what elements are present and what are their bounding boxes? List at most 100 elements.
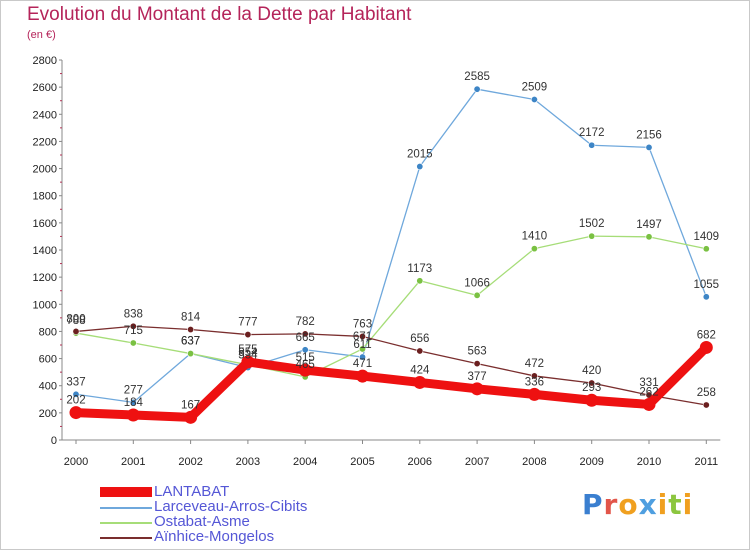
y-tick-label: 2400: [33, 109, 57, 121]
data-label-larceveau-arros-cibits: 534: [238, 350, 258, 362]
data-point-lantabat: [642, 397, 656, 411]
data-point-ainhice-mongelos: [588, 379, 596, 387]
x-tick-label: 2002: [178, 456, 202, 468]
data-label-ostabat-asme: 1410: [522, 231, 548, 243]
data-point-ainhice-mongelos: [530, 372, 538, 380]
data-label-larceveau-arros-cibits: 2509: [522, 81, 548, 93]
data-point-lantabat: [470, 382, 484, 396]
y-tick-label: 2600: [33, 82, 57, 94]
chart-title: Evolution du Montant de la Dette par Hab…: [27, 4, 412, 25]
data-label-ainhice-mongelos: 420: [582, 365, 601, 377]
y-tick-label: 2000: [33, 164, 57, 176]
y-tick-label: 0: [51, 435, 57, 447]
data-point-ostabat-asme: [129, 339, 137, 347]
data-label-larceveau-arros-cibits: 1055: [694, 279, 720, 291]
data-point-ainhice-mongelos: [358, 332, 366, 340]
data-label-lantabat: 184: [124, 397, 144, 409]
data-label-ainhice-mongelos: 814: [181, 312, 201, 324]
data-point-larceveau-arros-cibits: [645, 143, 653, 151]
data-label-lantabat: 424: [410, 364, 430, 376]
data-point-larceveau-arros-cibits: [416, 163, 424, 171]
y-tick-label: 2800: [33, 55, 57, 67]
x-tick-label: 2006: [408, 456, 432, 468]
data-point-larceveau-arros-cibits: [72, 390, 80, 398]
data-label-larceveau-arros-cibits: 2172: [579, 127, 605, 139]
data-point-lantabat: [527, 387, 541, 401]
data-label-ainhice-mongelos: 563: [468, 346, 487, 358]
data-label-lantabat: 202: [66, 395, 85, 407]
series-line-larceveau-arros-cibits: [75, 88, 707, 404]
data-point-ostabat-asme: [530, 245, 538, 253]
legend-label: Larceveau-Arros-Cibits: [154, 498, 308, 515]
data-point-lantabat: [126, 408, 140, 422]
y-tick-label: 1200: [33, 272, 57, 284]
data-point-lantabat: [585, 393, 599, 407]
data-label-ostabat-asme: 671: [353, 331, 372, 343]
data-label-larceveau-arros-cibits: 277: [124, 384, 143, 396]
data-point-larceveau-arros-cibits: [358, 353, 366, 361]
data-point-ainhice-mongelos: [301, 330, 309, 338]
data-label-larceveau-arros-cibits: 2156: [636, 129, 662, 141]
y-tick-label: 1800: [33, 191, 57, 203]
y-tick-label: 800: [39, 326, 57, 338]
y-tick-label: 1400: [33, 245, 57, 257]
data-label-lantabat: 167: [181, 399, 200, 411]
data-point-lantabat: [241, 355, 255, 369]
legend-swatch: [100, 537, 152, 539]
data-point-ainhice-mongelos: [72, 327, 80, 335]
series-line-ainhice-mongelos: [75, 325, 707, 406]
data-label-ainhice-mongelos: 331: [639, 377, 658, 389]
data-label-ainhice-mongelos: 777: [238, 317, 257, 329]
y-tick-label: 1600: [33, 218, 57, 230]
x-tick-label: 2008: [522, 456, 546, 468]
proxiti-logo: Proxiti: [582, 488, 694, 521]
data-label-ostabat-asme: 1502: [579, 218, 605, 230]
data-label-ainhice-mongelos: 782: [296, 316, 315, 328]
data-label-lantabat: 293: [582, 382, 601, 394]
y-tick-label: 1000: [33, 299, 57, 311]
data-label-ostabat-asme: 554: [238, 347, 258, 359]
data-point-ostabat-asme: [645, 233, 653, 241]
legend-swatch: [100, 487, 152, 497]
series-line-lantabat: [71, 342, 711, 422]
legend-label: Ostabat-Asme: [154, 513, 250, 530]
data-point-ainhice-mongelos: [473, 360, 481, 368]
data-label-larceveau-arros-cibits: 665: [296, 332, 315, 344]
data-label-larceveau-arros-cibits: 637: [181, 336, 200, 348]
data-label-ostabat-asme: 1173: [407, 263, 432, 275]
data-label-ainhice-mongelos: 838: [124, 308, 143, 320]
chart-subtitle: (en €): [27, 29, 56, 41]
y-tick-label: 2200: [33, 136, 57, 148]
data-point-lantabat: [298, 363, 312, 377]
data-point-larceveau-arros-cibits: [301, 346, 309, 354]
data-label-lantabat: 336: [525, 376, 544, 388]
data-point-ainhice-mongelos: [702, 401, 710, 409]
data-label-ainhice-mongelos: 763: [353, 318, 372, 330]
data-point-ainhice-mongelos: [244, 331, 252, 339]
data-label-ainhice-mongelos: 656: [410, 333, 429, 345]
data-label-lantabat: 682: [697, 329, 716, 341]
line-chart: 0 200 400 600 800 1000 1200 1400 1600 1800 2000 220…: [33, 55, 721, 468]
data-point-ainhice-mongelos: [129, 322, 137, 330]
legend-swatch: [100, 507, 152, 509]
data-label-ostabat-asme: 1066: [464, 277, 490, 289]
data-point-larceveau-arros-cibits: [473, 85, 481, 93]
data-point-lantabat: [69, 406, 83, 420]
data-label-ostabat-asme: 715: [124, 325, 143, 337]
data-label-lantabat: 377: [468, 371, 487, 383]
data-point-ostabat-asme: [702, 245, 710, 253]
x-tick-label: 2005: [350, 456, 374, 468]
y-tick-label: 400: [39, 381, 57, 393]
data-point-ostabat-asme: [416, 277, 424, 285]
data-point-ainhice-mongelos: [416, 347, 424, 355]
data-point-lantabat: [699, 340, 713, 354]
data-point-larceveau-arros-cibits: [702, 293, 710, 301]
data-label-lantabat: 471: [353, 358, 372, 370]
data-label-ainhice-mongelos: 800: [66, 313, 85, 325]
data-point-lantabat: [184, 410, 198, 424]
y-tick-label: 600: [39, 354, 57, 366]
data-label-ostabat-asme: 788: [66, 315, 85, 327]
data-label-larceveau-arros-cibits: 611: [353, 339, 371, 351]
x-tick-label: 2011: [694, 456, 718, 468]
